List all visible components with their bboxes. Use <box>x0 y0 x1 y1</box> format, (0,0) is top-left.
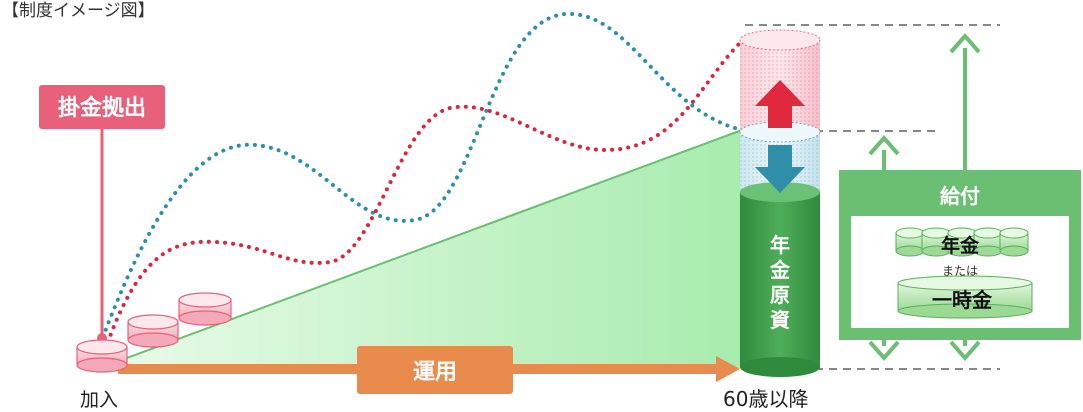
increase-arrow-icon <box>755 80 805 128</box>
fund-label: 年 金 原 資 <box>769 233 791 332</box>
contribution-label: 掛金拠出 <box>58 95 146 121</box>
red-dotted-curve <box>103 36 747 352</box>
diagram-title: 【制度イメージ図】 <box>2 1 155 21</box>
contribution-coin-3 <box>178 292 232 326</box>
lump-sum-coin <box>897 275 1033 319</box>
lump-sum-label: 一時金 <box>932 288 993 312</box>
contribution-label-box <box>39 85 165 129</box>
pension-label: 年金 <box>941 234 980 257</box>
age-label: 60歳以降 <box>723 387 808 411</box>
pension-coins <box>895 227 1029 257</box>
contribution-coin-2 <box>127 314 179 348</box>
operation-label: 運用 <box>413 360 457 385</box>
growth-edge-line <box>99 129 743 369</box>
operation-label-box <box>357 346 513 394</box>
fund-label-char-3: 原 <box>770 283 790 307</box>
enroll-label: 加入 <box>80 389 118 411</box>
fund-label-char-2: 金 <box>769 258 791 282</box>
decrease-arrow-icon <box>755 145 805 193</box>
fund-label-char-1: 年 <box>770 233 790 257</box>
blue-dotted-curve <box>98 11 744 347</box>
contribution-coin-1 <box>76 339 128 373</box>
benefit-title: 給付 <box>940 184 980 208</box>
operation-arrowhead <box>716 356 740 382</box>
fund-label-char-4: 資 <box>770 308 790 332</box>
or-label: または <box>942 264 978 278</box>
